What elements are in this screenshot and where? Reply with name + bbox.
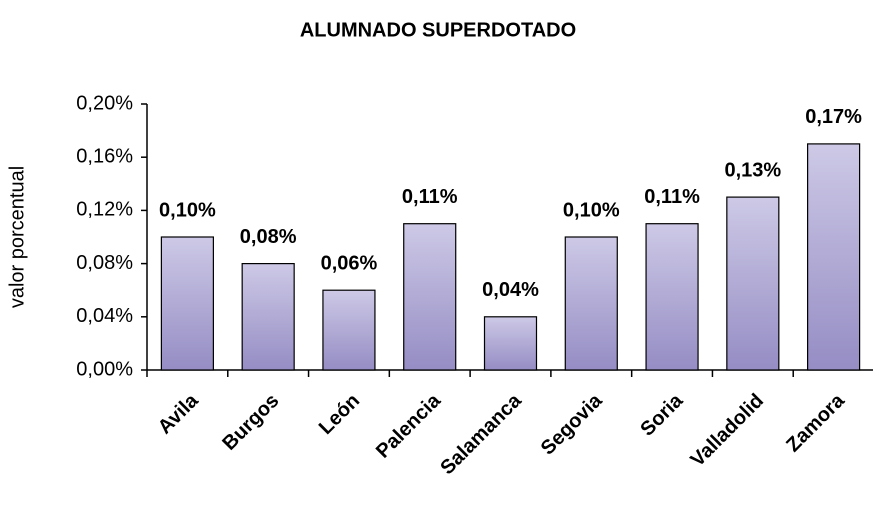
y-axis-label: valor porcentual [6,166,28,308]
bar [564,236,618,371]
bar [726,196,780,371]
data-label: 0,17% [805,106,862,128]
x-tick-label: Burgos [218,390,283,455]
bar [241,263,295,371]
x-tick-label: Soria [636,389,688,441]
y-tick-label: 0,04% [76,305,133,327]
y-tick-label: 0,00% [76,358,133,380]
y-tick-label: 0,12% [76,199,133,221]
bar [807,143,861,371]
bar [483,316,538,371]
data-label: 0,13% [724,159,781,181]
bar [645,223,699,371]
x-tick-label: Zamora [782,389,849,456]
x-tick-label: Valladolid [687,390,769,472]
x-tick-label: León [315,390,364,439]
y-tick-label: 0,08% [76,252,133,274]
y-tick-label: 0,16% [76,145,133,167]
x-tick-label: Salamanca [436,389,526,479]
data-label: 0,08% [240,226,297,248]
x-tick-label: Avila [154,389,203,438]
data-label: 0,10% [563,199,620,221]
y-tick-label: 0,20% [76,92,133,114]
data-label: 0,11% [644,186,700,208]
data-label: 0,11% [402,186,458,208]
x-tick-label: Palencia [372,389,446,463]
bar [322,289,376,371]
data-label: 0,10% [159,199,216,221]
bar [160,236,214,371]
chart-title: ALUMNADO SUPERDOTADO [300,19,576,41]
data-label: 0,06% [321,252,378,274]
x-tick-label: Segovia [537,389,607,459]
data-label: 0,04% [482,279,539,301]
bar [403,223,457,371]
